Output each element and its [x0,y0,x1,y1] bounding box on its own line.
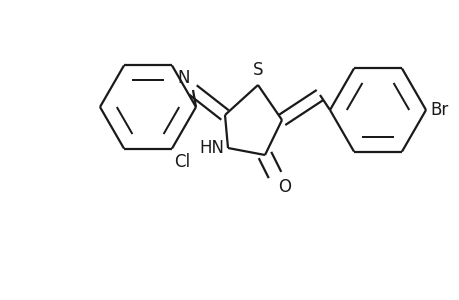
Text: Cl: Cl [174,153,190,171]
Text: O: O [277,178,291,196]
Text: Br: Br [429,101,447,119]
Text: HN: HN [199,139,224,157]
Text: S: S [252,61,263,79]
Text: N: N [177,69,190,87]
